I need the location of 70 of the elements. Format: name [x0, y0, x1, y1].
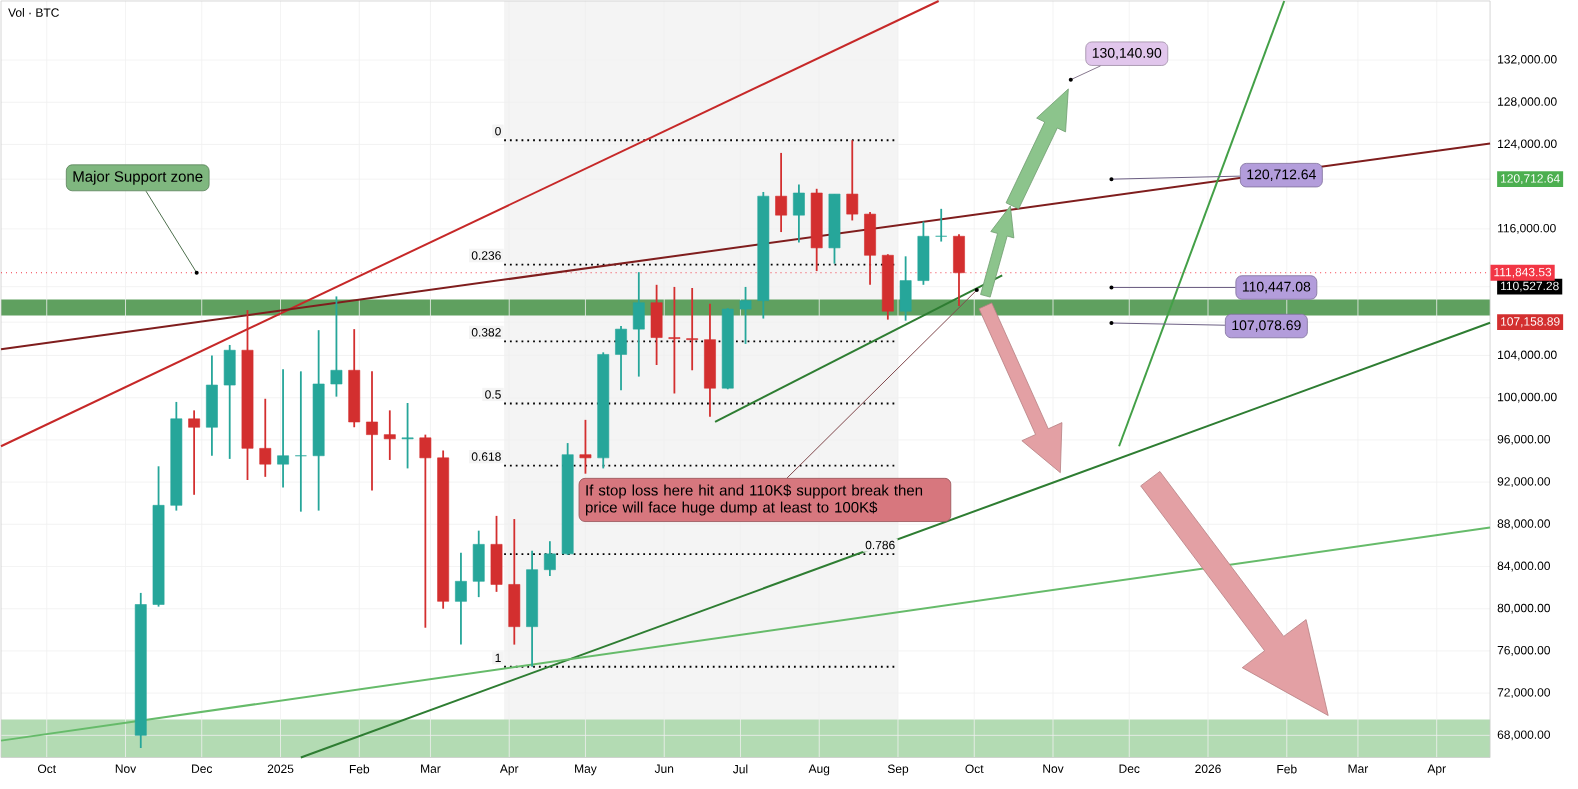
x-tick-label: Feb — [1277, 764, 1297, 774]
candlestick — [793, 183, 805, 244]
annotation: 1 — [495, 653, 501, 662]
x-tick-label: Jun — [654, 764, 674, 773]
candlestick — [935, 207, 948, 243]
y-tick-label: 76,000.00 — [1497, 645, 1551, 656]
x-tick-label: Apr — [499, 764, 519, 776]
annotation: 0.618 — [471, 452, 501, 461]
y-tick-label: 116,000.00 — [1498, 223, 1556, 234]
x-tick-label: Nov — [115, 764, 137, 773]
y-tick-label: 68,000.00 — [1497, 730, 1551, 741]
candlestick — [401, 401, 414, 470]
annotation: 0.786 — [865, 540, 895, 550]
y-tick-label: 72,000.00 — [1497, 687, 1551, 698]
candlestick — [330, 295, 343, 398]
x-tick-label: May — [575, 764, 597, 776]
y-tick-label: 84,000.00 — [1497, 561, 1551, 572]
x-tick-label: Nov — [1043, 764, 1064, 773]
y-tick-label: 132,000.00 — [1498, 54, 1557, 65]
x-tick-label: Dec — [192, 764, 213, 773]
annotation: 0.5 — [485, 389, 501, 399]
ref-line-label: 111,843.53 — [1494, 267, 1552, 278]
candlestick — [686, 286, 699, 371]
x-tick-label: Apr — [1427, 764, 1446, 776]
annotation: 130,140.90 — [1092, 47, 1162, 60]
x-tick-label: Feb — [349, 764, 370, 774]
candlestick — [739, 285, 752, 345]
candlestick — [455, 551, 467, 646]
x-tick-label: Aug — [808, 764, 830, 776]
candlestick — [419, 433, 432, 629]
y-tick-label: 104,000.00 — [1498, 350, 1557, 361]
y-tick-label: 110,527.28 — [1501, 281, 1559, 292]
candlestick — [277, 368, 289, 489]
chart-title: Vol · BTC — [8, 7, 59, 17]
candlestick — [668, 285, 681, 395]
annotation: 0.382 — [471, 327, 501, 337]
candlestick — [846, 139, 859, 222]
x-tick-label: Sep — [887, 764, 909, 776]
x-tick-label: Jul — [732, 764, 748, 774]
y-tick-label: 88,000.00 — [1497, 519, 1551, 530]
candlestick — [775, 151, 787, 233]
y-tick-label: 107,158.89 — [1501, 316, 1560, 327]
annotation: 120,712.64 — [1247, 169, 1316, 181]
candlestick — [543, 540, 556, 577]
annotation: Major Support zone — [73, 170, 203, 185]
y-tick-label: 96,000.00 — [1497, 434, 1551, 445]
annotation: 0.236 — [471, 251, 501, 260]
candlestick — [294, 370, 307, 513]
annotation: 110,447.08 — [1242, 281, 1311, 294]
candlestick — [366, 370, 378, 492]
y-tick-label: 80,000.00 — [1497, 603, 1551, 614]
candlestick — [579, 418, 592, 475]
y-tick-label: 128,000.00 — [1498, 97, 1557, 107]
annotation: If stop loss here hit and 110K$ support break then price will face huge dump at least to 100K$ — [585, 484, 923, 516]
x-tick-label: Oct — [37, 764, 56, 773]
candlestick — [188, 409, 201, 496]
y-tick-label: 100,000.00 — [1498, 392, 1557, 403]
x-tick-label: Dec — [1119, 764, 1140, 773]
annotation: 107,078.69 — [1232, 320, 1301, 332]
candlestick — [383, 409, 396, 461]
x-tick-label: 2026 — [1195, 764, 1221, 773]
x-tick-label: Mar — [421, 764, 441, 773]
y-tick-label: 124,000.00 — [1498, 139, 1557, 150]
y-tick-label: 120,712.64 — [1501, 173, 1560, 184]
annotation: 0 — [495, 126, 501, 136]
y-tick-label: 92,000.00 — [1497, 476, 1551, 487]
x-tick-label: Oct — [965, 764, 984, 773]
candlestick — [259, 397, 272, 478]
x-tick-label: Mar — [1348, 764, 1369, 773]
x-tick-label: 2025 — [267, 764, 294, 773]
